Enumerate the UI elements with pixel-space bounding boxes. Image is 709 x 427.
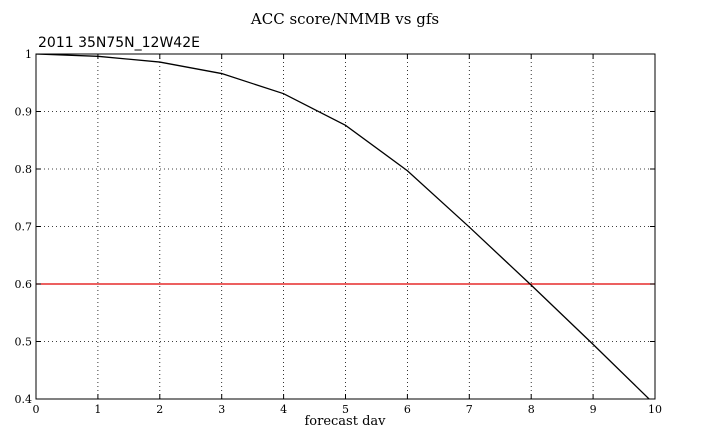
axis-ticks: 0 1 2 3 4 5 6 7 8 9 10 0.4 0.5 0.6 0.7 0.8 0.9 1 — [15, 48, 663, 416]
series-line — [36, 54, 651, 399]
chart-title: ACC score/NMMB vs gfs — [250, 10, 439, 28]
data-series — [36, 54, 651, 399]
y-tick-label: 1 — [25, 48, 32, 61]
chart-subtitle: 2011 35N75N_12W42E — [38, 35, 200, 51]
x-tick-label: 0 — [33, 403, 40, 416]
y-tick-label: 0.6 — [15, 278, 33, 291]
x-tick-label: 1 — [94, 403, 101, 416]
y-tick-label: 0.4 — [15, 393, 33, 406]
x-tick-label: 4 — [280, 403, 287, 416]
x-axis-label: forecast dav — [304, 414, 386, 427]
y-tick-label: 0.7 — [15, 221, 33, 234]
x-tick-label: 9 — [590, 403, 597, 416]
y-tick-label: 0.9 — [15, 106, 33, 119]
grid-lines — [36, 54, 655, 399]
y-tick-label: 0.8 — [15, 163, 33, 176]
x-tick-label: 2 — [156, 403, 163, 416]
x-tick-label: 10 — [648, 403, 662, 416]
y-tick-label: 0.5 — [15, 336, 33, 349]
x-tick-label: 3 — [218, 403, 225, 416]
x-tick-label: 7 — [466, 403, 473, 416]
x-tick-label: 8 — [528, 403, 535, 416]
x-tick-label: 5 — [342, 403, 349, 416]
x-tick-label: 6 — [404, 403, 411, 416]
